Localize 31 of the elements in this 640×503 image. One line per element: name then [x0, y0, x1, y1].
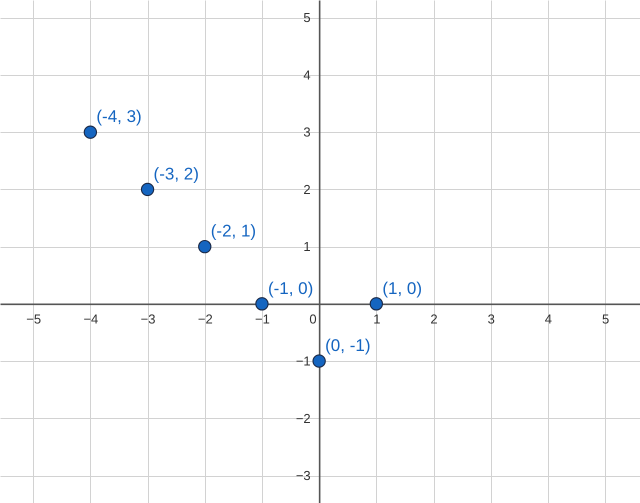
y-tick-label: 1: [303, 239, 311, 254]
y-tick-label: 5: [303, 10, 311, 26]
data-label: (-1, 0): [268, 278, 314, 298]
x-tick-label: 2: [430, 311, 438, 326]
point: [84, 126, 98, 139]
x-tick-label: 4: [544, 311, 552, 326]
data-label: (-3, 2): [154, 164, 199, 184]
x-tick-label: 0: [309, 311, 317, 326]
x-tick-label: −3: [140, 311, 156, 326]
data-label: (-2, 1): [210, 222, 256, 241]
y-tick-label: −2: [296, 410, 311, 426]
y-tick-label: 2: [303, 182, 311, 197]
data-label: (0, -1): [325, 336, 370, 356]
point: [312, 354, 326, 368]
point: [255, 297, 269, 311]
point: [198, 240, 212, 254]
y-tick-label: −3: [296, 468, 311, 484]
y-tick-label: 4: [303, 67, 311, 82]
x-tick-label: −5: [26, 311, 42, 326]
x-tick-label: 5: [602, 311, 610, 326]
data-label: (-4, 3): [96, 107, 142, 126]
x-tick-label: −2: [198, 311, 213, 326]
point: [370, 297, 384, 311]
data-label: (1, 0): [382, 278, 422, 298]
y-tick-label: −1: [296, 354, 311, 369]
x-tick-label: −4: [83, 311, 98, 326]
y-tick-label: 3: [303, 124, 311, 140]
point: [140, 182, 154, 196]
x-tick-label: 3: [488, 311, 495, 326]
x-tick-label: −1: [255, 311, 270, 326]
x-tick-label: 1: [373, 311, 380, 326]
